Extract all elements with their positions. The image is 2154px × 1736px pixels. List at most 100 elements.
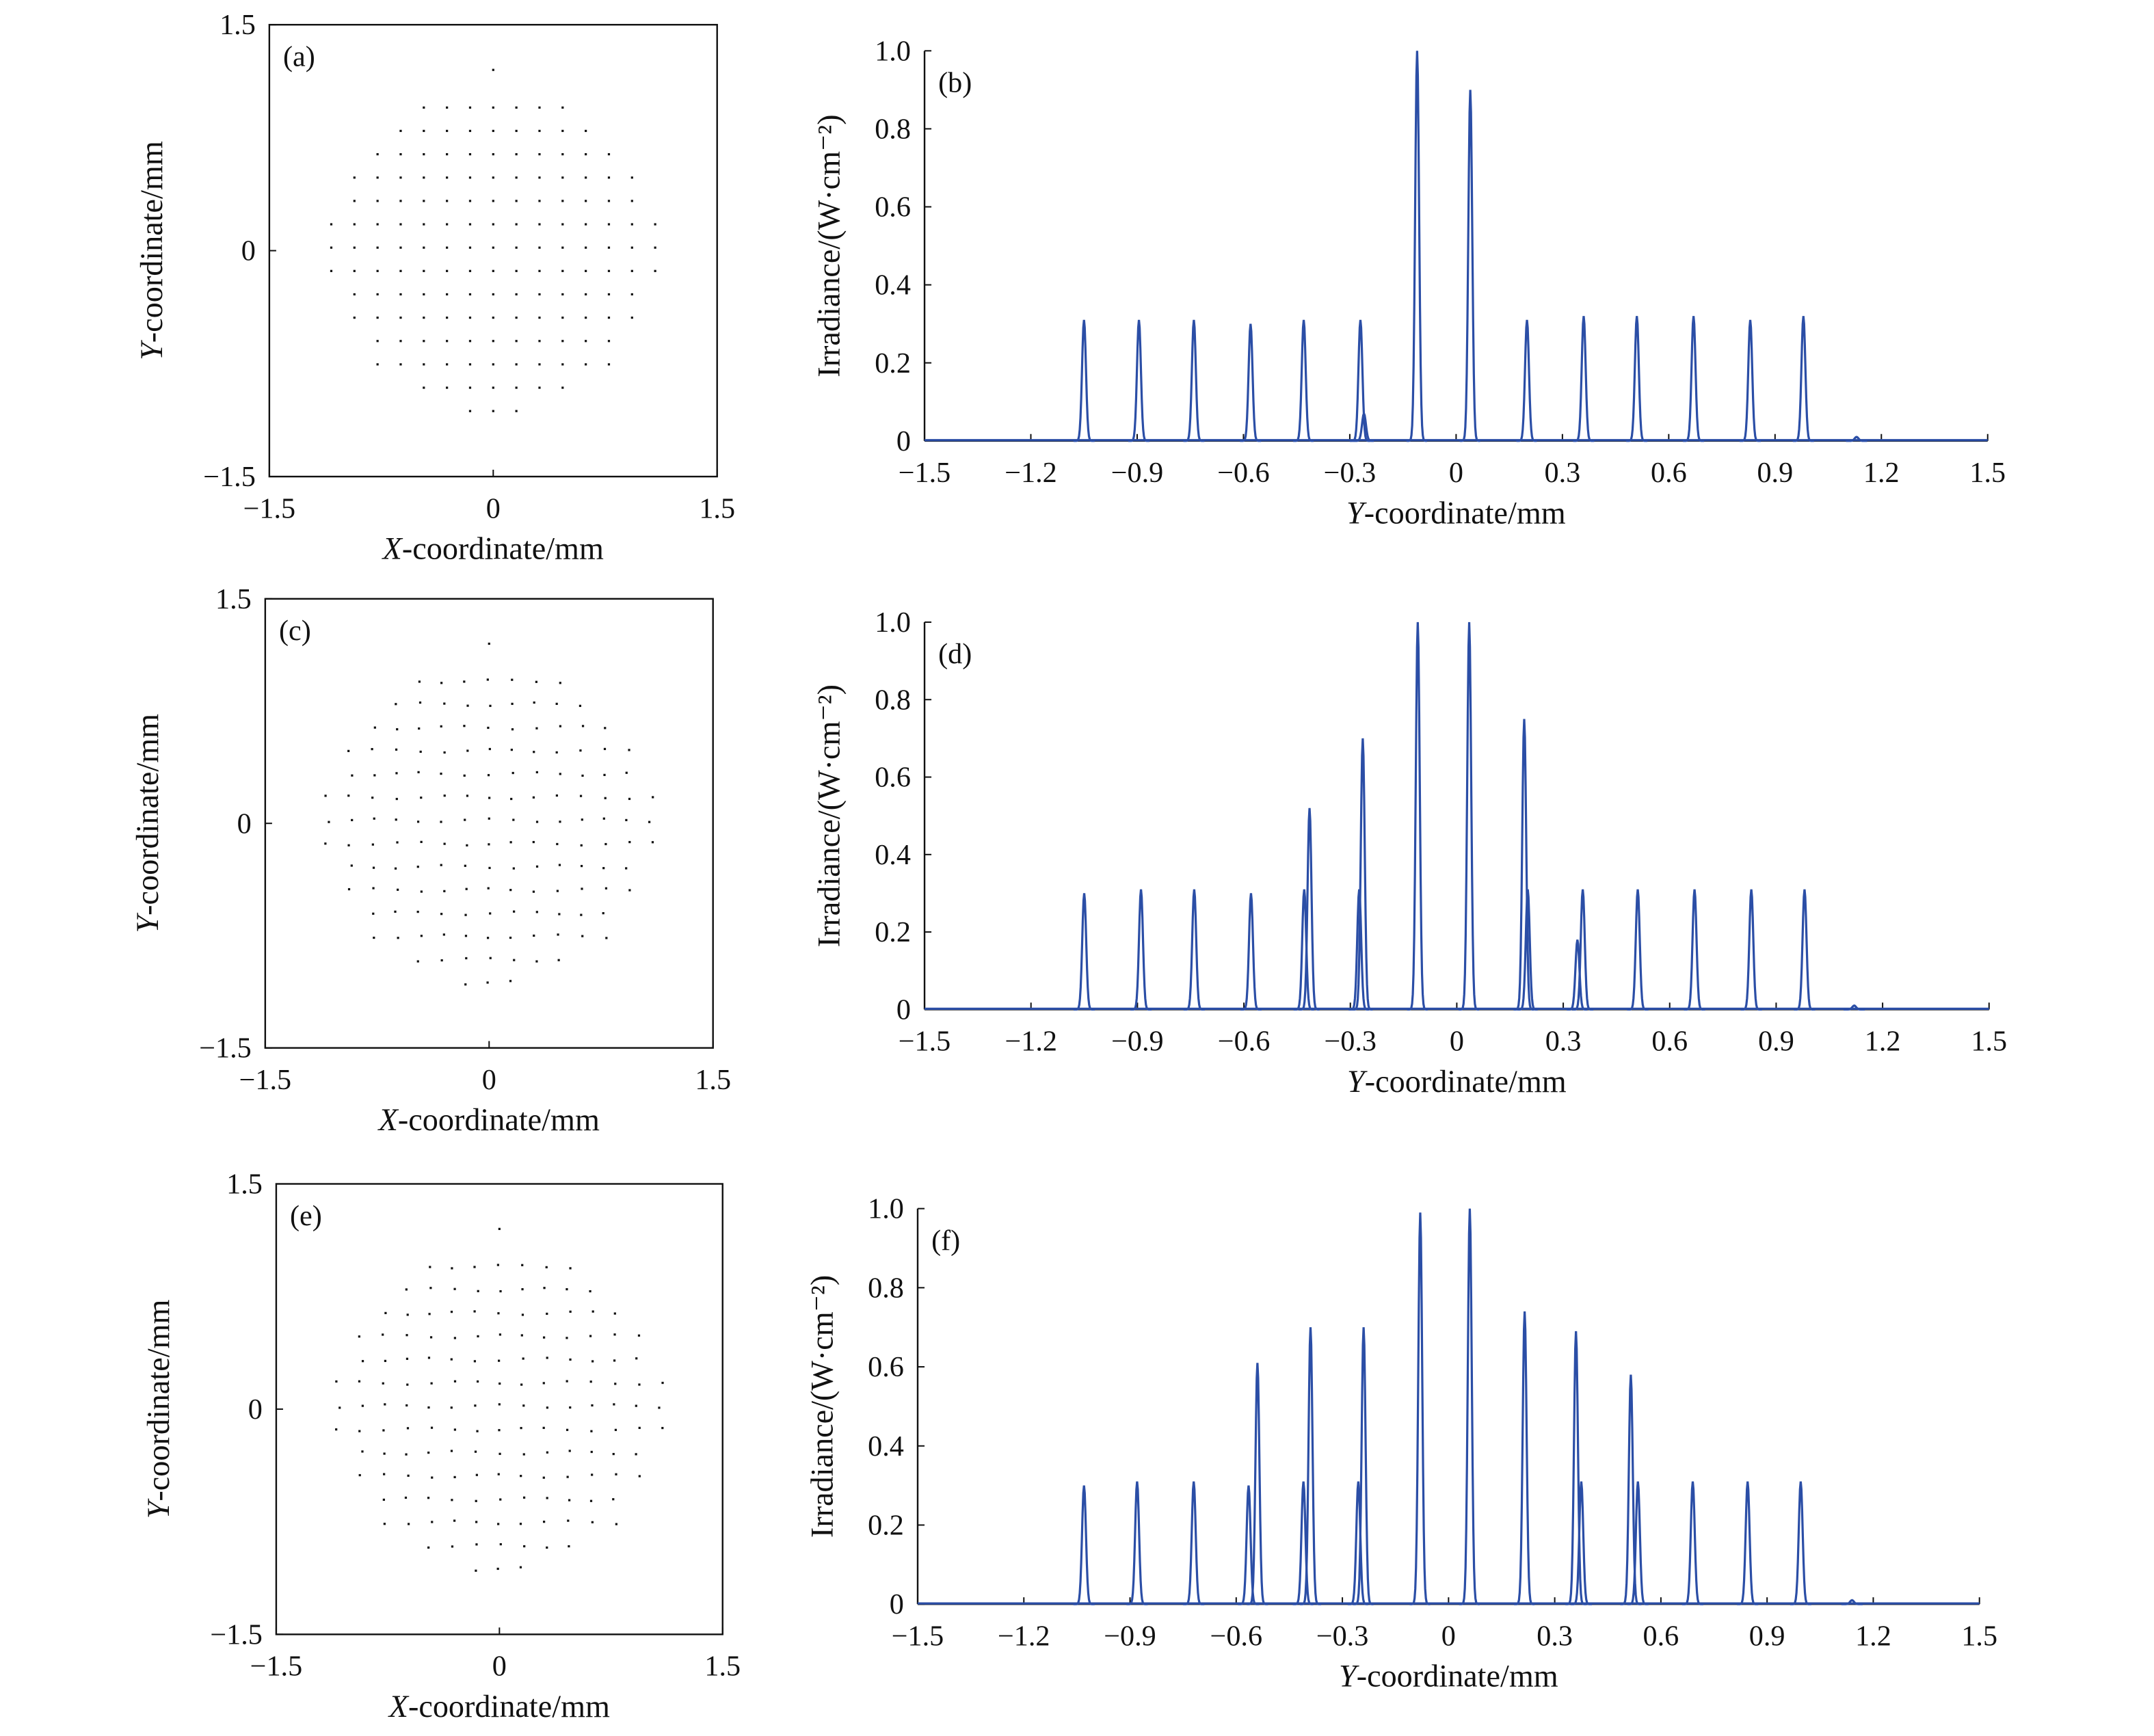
spot-point [566,1380,568,1383]
spot-point [399,176,402,179]
spot-point [628,749,630,751]
spot-point [446,386,449,389]
spot-point [407,1523,410,1525]
spot-point [510,749,513,751]
spot-point [612,1498,615,1501]
peak-3 [1238,1485,1260,1605]
spot-point [511,678,514,681]
spot-point [607,293,611,296]
spot-point [542,1382,545,1385]
spot-point [522,1357,524,1360]
spot-point [492,410,494,412]
spot-point [475,1569,477,1572]
spot-point [475,1521,478,1523]
spot-point [423,176,425,179]
spot-point [466,794,469,797]
spot-point [443,842,446,845]
spot-point [585,269,587,272]
peak-11 [1626,316,1648,442]
spot-point [416,866,419,868]
spot-point [376,269,379,272]
x-tick-label: 0.6 [1651,457,1687,489]
spot-point [561,386,564,389]
spot-point [395,772,398,775]
spot-point [543,1287,546,1290]
spot-point [468,152,472,156]
spot-point [347,794,350,797]
spot-point [399,317,402,319]
spot-point [628,889,631,892]
spot-point [453,1380,457,1383]
spot-point [566,1337,568,1339]
spot-point [376,223,379,226]
spot-point [418,727,421,730]
spot-point [488,797,491,799]
spot-point [358,1380,361,1383]
spot-point [423,363,425,366]
y-axis-label-var: Y [130,913,165,933]
y-tick-label: 0 [248,1393,263,1426]
spot-point [496,1567,499,1571]
spot-point [416,820,420,823]
spot-point [566,1287,568,1291]
y-tick-label: 1.5 [226,1169,263,1201]
spot-point [468,410,472,412]
spot-point [468,176,472,179]
spot-point [513,910,516,913]
spot-point [330,223,333,226]
x-tick-label: 0.6 [1651,1026,1688,1058]
spot-point [492,246,494,249]
spot-point [515,129,518,133]
spot-point [492,106,494,109]
y-tick-label: −1.5 [210,1618,263,1651]
x-tick-label: −0.9 [1111,1026,1164,1058]
spot-point [382,1498,385,1501]
spot-point [648,820,651,823]
y-axis-label: Y-coordinate/mm [134,141,169,360]
spot-point [423,246,425,249]
spot-point [382,1382,384,1385]
spot-point [358,1473,361,1477]
spot-point [509,889,512,892]
spot-point [399,340,402,343]
spot-point [395,703,397,706]
spot-point [427,1357,431,1359]
spot-point [497,1473,500,1475]
peak-13 [1572,889,1594,1011]
spot-point [654,223,656,226]
spot-point [431,1476,434,1479]
spot-point [630,176,633,179]
spot-point [474,1450,477,1453]
spot-point [515,269,518,272]
spot-point [450,1311,453,1313]
spot-point [607,223,611,226]
spot-point [446,363,449,366]
panel-c: −1.5 0 1.5−1.501.5(c)X-coordinate/mmY-coor… [130,583,731,1137]
spot-point [464,864,466,867]
x-axis-label: X-coordinate/mm [377,1102,600,1137]
spot-point [521,1287,524,1291]
spot-point [585,200,587,202]
peak-2 [1183,1481,1205,1605]
spot-point [475,1543,478,1546]
x-axis-label: Y-coordinate/mm [1347,1064,1567,1099]
y-tick-label: 0.6 [875,191,911,224]
y-tick-label: 0.6 [868,1351,904,1383]
spot-point [580,864,583,868]
spot-point [628,797,631,801]
spot-point [420,890,423,893]
spot-point [635,1404,637,1407]
x-tick-label: −0.3 [1324,457,1377,489]
spot-point [463,774,466,777]
spot-point [509,936,512,939]
spot-point [417,771,420,773]
spot-point [579,749,582,752]
x-tick-label: 0.9 [1757,457,1793,489]
spot-point [353,200,356,202]
spot-point [613,1333,616,1336]
spot-point [399,246,402,249]
spot-point [423,152,425,156]
spot-point [535,820,539,823]
spot-point [568,1450,571,1452]
spot-point [535,911,538,913]
